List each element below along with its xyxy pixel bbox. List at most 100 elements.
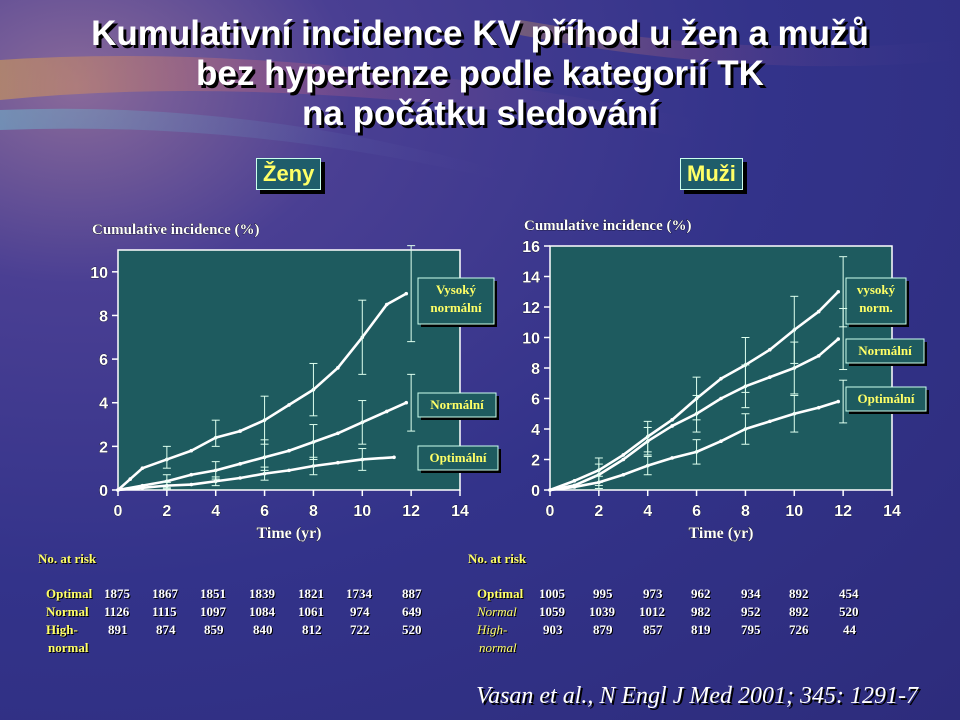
y-tick-label: 2: [531, 453, 540, 470]
title-line-3: na počátku sledování: [302, 94, 658, 133]
title-line-2: bez hypertenze podle kategorií TK: [196, 54, 764, 93]
series-point: [404, 291, 409, 296]
y-tick-label: 16: [522, 239, 540, 256]
risk-cell: 1005: [539, 586, 565, 601]
series-point: [719, 376, 723, 381]
series-point: [670, 456, 674, 460]
series-point: [621, 457, 626, 462]
x-tick-label: 2: [162, 503, 171, 520]
y-tick-label: 6: [531, 392, 540, 409]
y-tick-label: 2: [99, 439, 108, 456]
risk-cell: 1039: [589, 604, 615, 619]
risk-cell: 1851: [200, 586, 226, 601]
risk-row-label: normal: [48, 640, 89, 655]
series-label: norm.: [859, 300, 893, 315]
series-point: [392, 455, 396, 460]
risk-cell: 973: [643, 586, 663, 601]
series-point: [238, 429, 242, 433]
risk-cell: 891: [108, 622, 128, 637]
series-point: [336, 460, 340, 465]
y-tick-label: 8: [531, 361, 540, 378]
series-point: [670, 418, 674, 422]
series-point: [816, 405, 821, 410]
risk-cell: 722: [350, 622, 370, 637]
plot-area: [117, 249, 461, 491]
y-tick-label: 10: [90, 265, 108, 282]
x-tick-label: 4: [643, 503, 652, 520]
series-point: [189, 472, 194, 477]
risk-row-label: High-: [477, 622, 508, 637]
series-point: [140, 486, 145, 490]
risk-cell: 1839: [249, 586, 275, 601]
x-tick-label: 10: [785, 503, 803, 520]
risk-row-label: Normal: [46, 604, 89, 619]
series-label: Vysoký: [436, 282, 476, 297]
series-label: Normální: [430, 397, 484, 412]
series-point: [189, 448, 194, 453]
y-tick-label: 14: [522, 270, 540, 287]
series-point: [621, 472, 626, 477]
series-point: [836, 399, 841, 404]
x-axis-label: Time (yr): [688, 525, 753, 542]
risk-cell: 1059: [539, 604, 565, 619]
y-axis-label: Cumulative incidence (%): [524, 218, 691, 234]
series-label-box: [417, 445, 499, 471]
y-tick-label: 10: [522, 331, 540, 348]
series-point: [287, 403, 291, 407]
x-tick-label: 6: [260, 503, 269, 520]
x-tick-label: 14: [883, 503, 901, 520]
x-tick-label: 4: [211, 503, 220, 520]
risk-heading: No. at risk: [38, 551, 97, 566]
series-point: [238, 476, 242, 480]
y-tick-label: 12: [522, 300, 540, 317]
risk-row-label: Optimal: [477, 586, 524, 601]
risk-cell: 1734: [346, 586, 372, 601]
risk-heading: No. at risk: [468, 551, 527, 566]
y-tick-label: 0: [531, 483, 540, 500]
x-tick-label: 2: [594, 503, 603, 520]
series-point: [548, 488, 552, 492]
x-tick-label: 10: [353, 503, 371, 520]
series-point: [384, 409, 389, 414]
series-label-box: [845, 277, 907, 325]
y-tick-label: 8: [99, 308, 108, 325]
series-point: [189, 482, 194, 487]
risk-cell: 1084: [249, 604, 275, 619]
x-tick-label: 14: [451, 503, 469, 520]
x-tick-label: 8: [741, 503, 750, 520]
risk-cell: 982: [691, 604, 711, 619]
series-point: [384, 302, 389, 307]
panel-label-men: Muži: [680, 158, 743, 190]
x-tick-label: 12: [402, 503, 420, 520]
series-point: [768, 419, 772, 424]
y-axis-label: Cumulative incidence (%): [92, 222, 259, 238]
plot-area: [549, 245, 893, 491]
series-point: [336, 431, 340, 436]
series-label: vysoký: [857, 282, 896, 297]
risk-cell: 649: [402, 604, 422, 619]
risk-cell: 879: [593, 622, 613, 637]
series-label: Normální: [858, 343, 912, 358]
series-point: [572, 479, 577, 483]
risk-cell: 874: [156, 622, 176, 637]
y-tick-label: 0: [99, 483, 108, 500]
y-tick-label: 4: [99, 396, 108, 413]
risk-row-label: High-: [46, 622, 78, 637]
series-point: [719, 439, 723, 444]
series-point: [572, 485, 577, 489]
risk-cell: 995: [593, 586, 613, 601]
risk-cell: 1115: [152, 604, 177, 619]
risk-cell: 1821: [298, 586, 324, 601]
risk-cell: 887: [402, 586, 422, 601]
series-label-box: [417, 277, 495, 325]
risk-cell: 857: [643, 622, 663, 637]
series-line-3: [117, 455, 395, 492]
series-label-box: [417, 392, 497, 418]
risk-cell: 934: [741, 586, 761, 601]
risk-row-label: normal: [479, 640, 517, 655]
series-point: [140, 466, 145, 470]
series-point: [287, 468, 291, 473]
risk-cell: 520: [839, 604, 859, 619]
risk-cell: 1097: [200, 604, 226, 619]
